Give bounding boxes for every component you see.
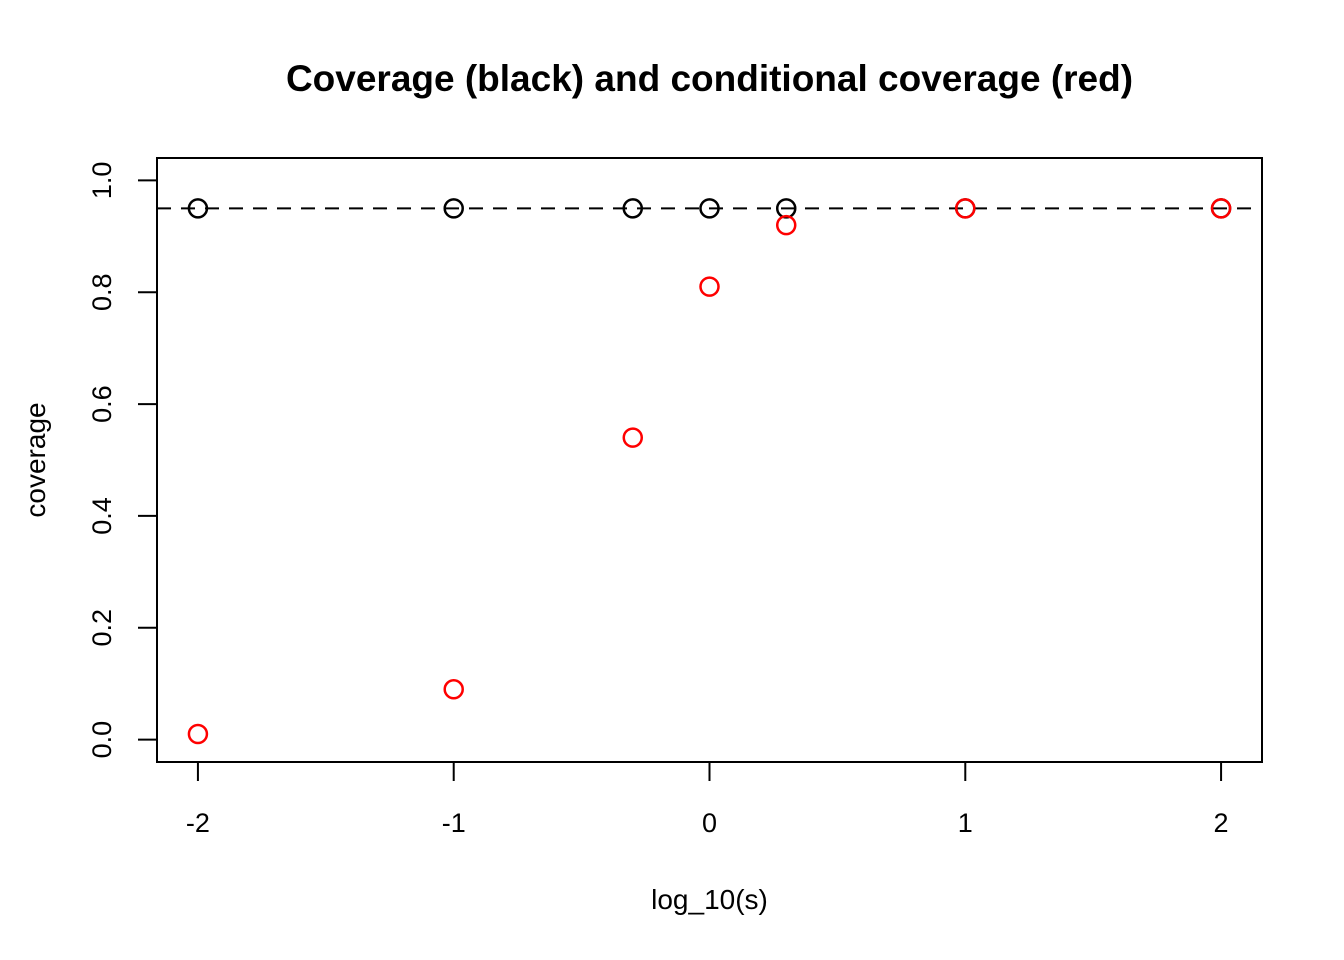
y-tick-label: 1.0 (87, 162, 117, 200)
data-point-coverage (187, 198, 209, 219)
data-point-coverage (699, 198, 720, 219)
x-tick-label: -1 (442, 808, 466, 838)
x-axis-title: log_10(s) (651, 884, 768, 915)
x-tick-label: -2 (186, 808, 210, 838)
data-point-coverage (443, 198, 464, 219)
data-point-conditional-coverage (187, 723, 209, 745)
y-axis-title: coverage (20, 402, 51, 518)
data-point-conditional-coverage (775, 214, 797, 236)
x-tick-label: 1 (958, 808, 973, 838)
data-point-conditional-coverage (443, 679, 464, 700)
y-tick-label: 0.0 (87, 721, 117, 759)
data-point-conditional-coverage (622, 427, 644, 448)
x-tick-label: 0 (702, 808, 717, 838)
data-point-coverage (622, 198, 644, 219)
y-tick-label: 0.8 (87, 273, 117, 311)
x-tick-label: 2 (1214, 808, 1229, 838)
data-point-conditional-coverage (955, 198, 976, 219)
y-tick-label: 0.4 (87, 497, 117, 535)
plot-box (156, 157, 1263, 763)
data-point-conditional-coverage (1210, 198, 1232, 219)
y-tick-label: 0.6 (87, 385, 117, 423)
chart-title: Coverage (black) and conditional coverag… (285, 58, 1134, 99)
data-point-conditional-coverage (699, 276, 720, 297)
y-tick-label: 0.2 (87, 609, 117, 647)
